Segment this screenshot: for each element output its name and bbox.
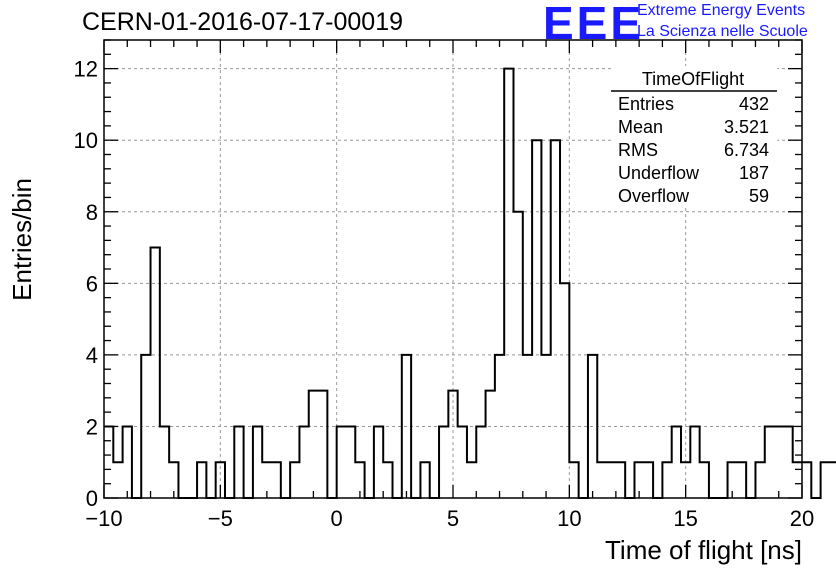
x-tick-label: −5 [208,506,233,531]
y-axis-title: Entries/bin [7,178,37,301]
y-tick-label: 12 [74,57,98,82]
y-tick-label: 6 [86,271,98,296]
x-tick-label: 10 [557,506,581,531]
tick-labels: −10 −5 0 5 10 15 20 0 2 4 6 8 10 12 [74,57,815,531]
stats-label: Mean [618,117,663,137]
y-tick-label: 8 [86,200,98,225]
stats-value: 432 [739,94,769,114]
x-axis-title: Time of flight [ns] [605,535,802,565]
y-tick-label: 10 [74,128,98,153]
x-tick-label: 5 [447,506,459,531]
stats-value: 187 [739,163,769,183]
stats-rows: Entries 432 Mean 3.521 RMS 6.734 Underflow 187 O… [618,94,769,206]
stats-title: TimeOfFlight [642,69,744,89]
stats-label: Entries [618,94,674,114]
x-tick-label: 15 [673,506,697,531]
stats-value: 3.521 [724,117,769,137]
x-tick-label: 0 [331,506,343,531]
y-tick-label: 0 [86,486,98,511]
logo-subtitle-line2: La Scienza nelle Scuole [637,23,808,40]
y-tick-label: 4 [86,343,98,368]
plot-title: CERN-01-2016-07-17-00019 [82,8,404,36]
stats-value: 6.734 [724,140,769,160]
stats-value: 59 [749,186,769,206]
stats-label: RMS [618,140,658,160]
x-tick-label: 20 [790,506,814,531]
y-tick-label: 2 [86,414,98,439]
x-tick-label: −10 [85,506,122,531]
stats-label: Underflow [618,163,700,183]
stats-label: Overflow [618,186,690,206]
grid [104,40,802,498]
logo-subtitle-line1: Extreme Energy Events [637,2,806,19]
axis-ticks [103,39,803,499]
stats-box: TimeOfFlight Entries 432 Mean 3.521 RMS 6.734… [611,66,777,206]
